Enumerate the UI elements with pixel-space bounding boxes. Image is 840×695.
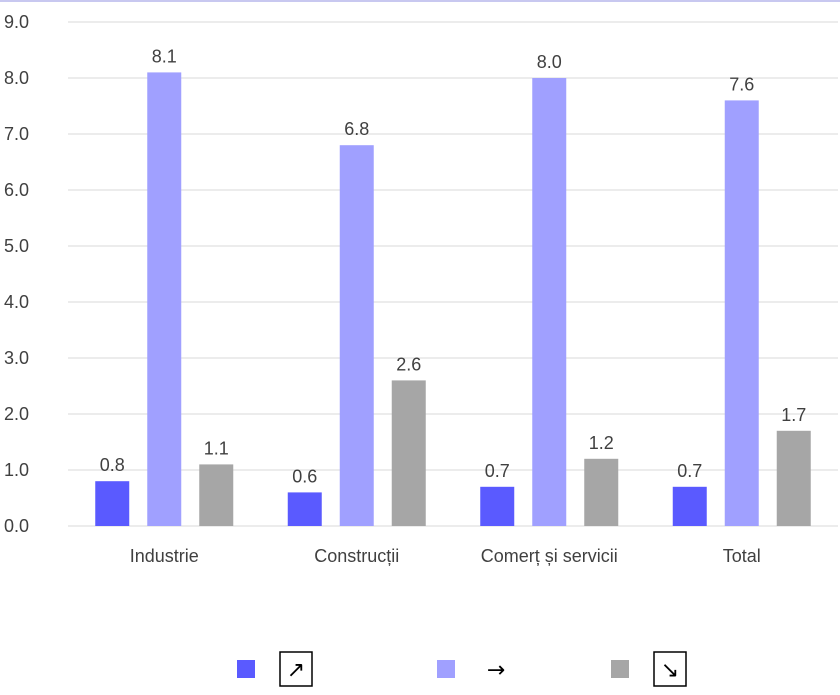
bar	[776, 430, 811, 526]
legend-item: ↗	[237, 651, 313, 687]
data-label: 0.6	[292, 466, 317, 486]
x-axis-categories: Industrie Construcții Comerț și servicii To…	[130, 546, 761, 566]
legend-arrow-icon: ↘	[661, 658, 679, 683]
bars	[95, 72, 811, 527]
y-tick-label: 6.0	[4, 180, 29, 200]
bar	[391, 380, 426, 526]
x-category-label: Comerț și servicii	[481, 546, 618, 566]
data-label: 0.8	[100, 455, 125, 475]
bar	[724, 100, 759, 527]
bar	[95, 481, 130, 526]
bar	[480, 486, 515, 526]
data-label: 8.1	[152, 46, 177, 66]
legend-swatch	[437, 660, 455, 678]
x-category-label: Construcții	[314, 546, 399, 566]
y-tick-label: 4.0	[4, 292, 29, 312]
bar	[199, 464, 234, 526]
data-label: 0.7	[485, 461, 510, 481]
data-label: 1.2	[589, 433, 614, 453]
legend-arrow-icon: ↗	[287, 658, 305, 683]
data-label: 2.6	[396, 354, 421, 374]
legend-swatch	[237, 660, 255, 678]
bar	[532, 78, 567, 526]
data-label: 6.8	[344, 119, 369, 139]
bar	[672, 486, 707, 526]
gridlines	[68, 21, 838, 527]
x-category-label: Total	[723, 546, 761, 566]
y-tick-label: 8.0	[4, 68, 29, 88]
legend-arrow-icon: →	[487, 658, 505, 683]
data-label: 1.1	[204, 438, 229, 458]
data-labels: 0.8 8.1 1.1 0.6 6.8 2.6 0.7 8.0 1.2 0.7 7.6 1.7	[100, 46, 807, 486]
data-label: 8.0	[537, 52, 562, 72]
legend-swatch	[611, 660, 629, 678]
y-tick-label: 7.0	[4, 124, 29, 144]
y-tick-label: 9.0	[4, 12, 29, 32]
y-tick-label: 3.0	[4, 348, 29, 368]
legend-symbol-box	[653, 651, 687, 687]
x-category-label: Industrie	[130, 546, 199, 566]
y-tick-label: 0.0	[4, 516, 29, 536]
y-axis-ticks: 0.0 1.0 2.0 3.0 4.0 5.0 6.0 7.0 8.0 9.0	[4, 12, 29, 536]
y-tick-label: 1.0	[4, 460, 29, 480]
data-label: 0.7	[677, 461, 702, 481]
bar	[339, 145, 374, 526]
data-label: 7.6	[729, 74, 754, 94]
bar	[584, 458, 619, 526]
legend-item: ↘	[611, 651, 687, 687]
y-tick-label: 5.0	[4, 236, 29, 256]
legend: ↗ → ↘	[237, 651, 687, 687]
bar	[287, 492, 322, 526]
y-tick-label: 2.0	[4, 404, 29, 424]
bar	[147, 72, 182, 527]
data-label: 1.7	[781, 405, 806, 425]
legend-item: →	[437, 658, 505, 683]
legend-symbol-box	[279, 651, 313, 687]
